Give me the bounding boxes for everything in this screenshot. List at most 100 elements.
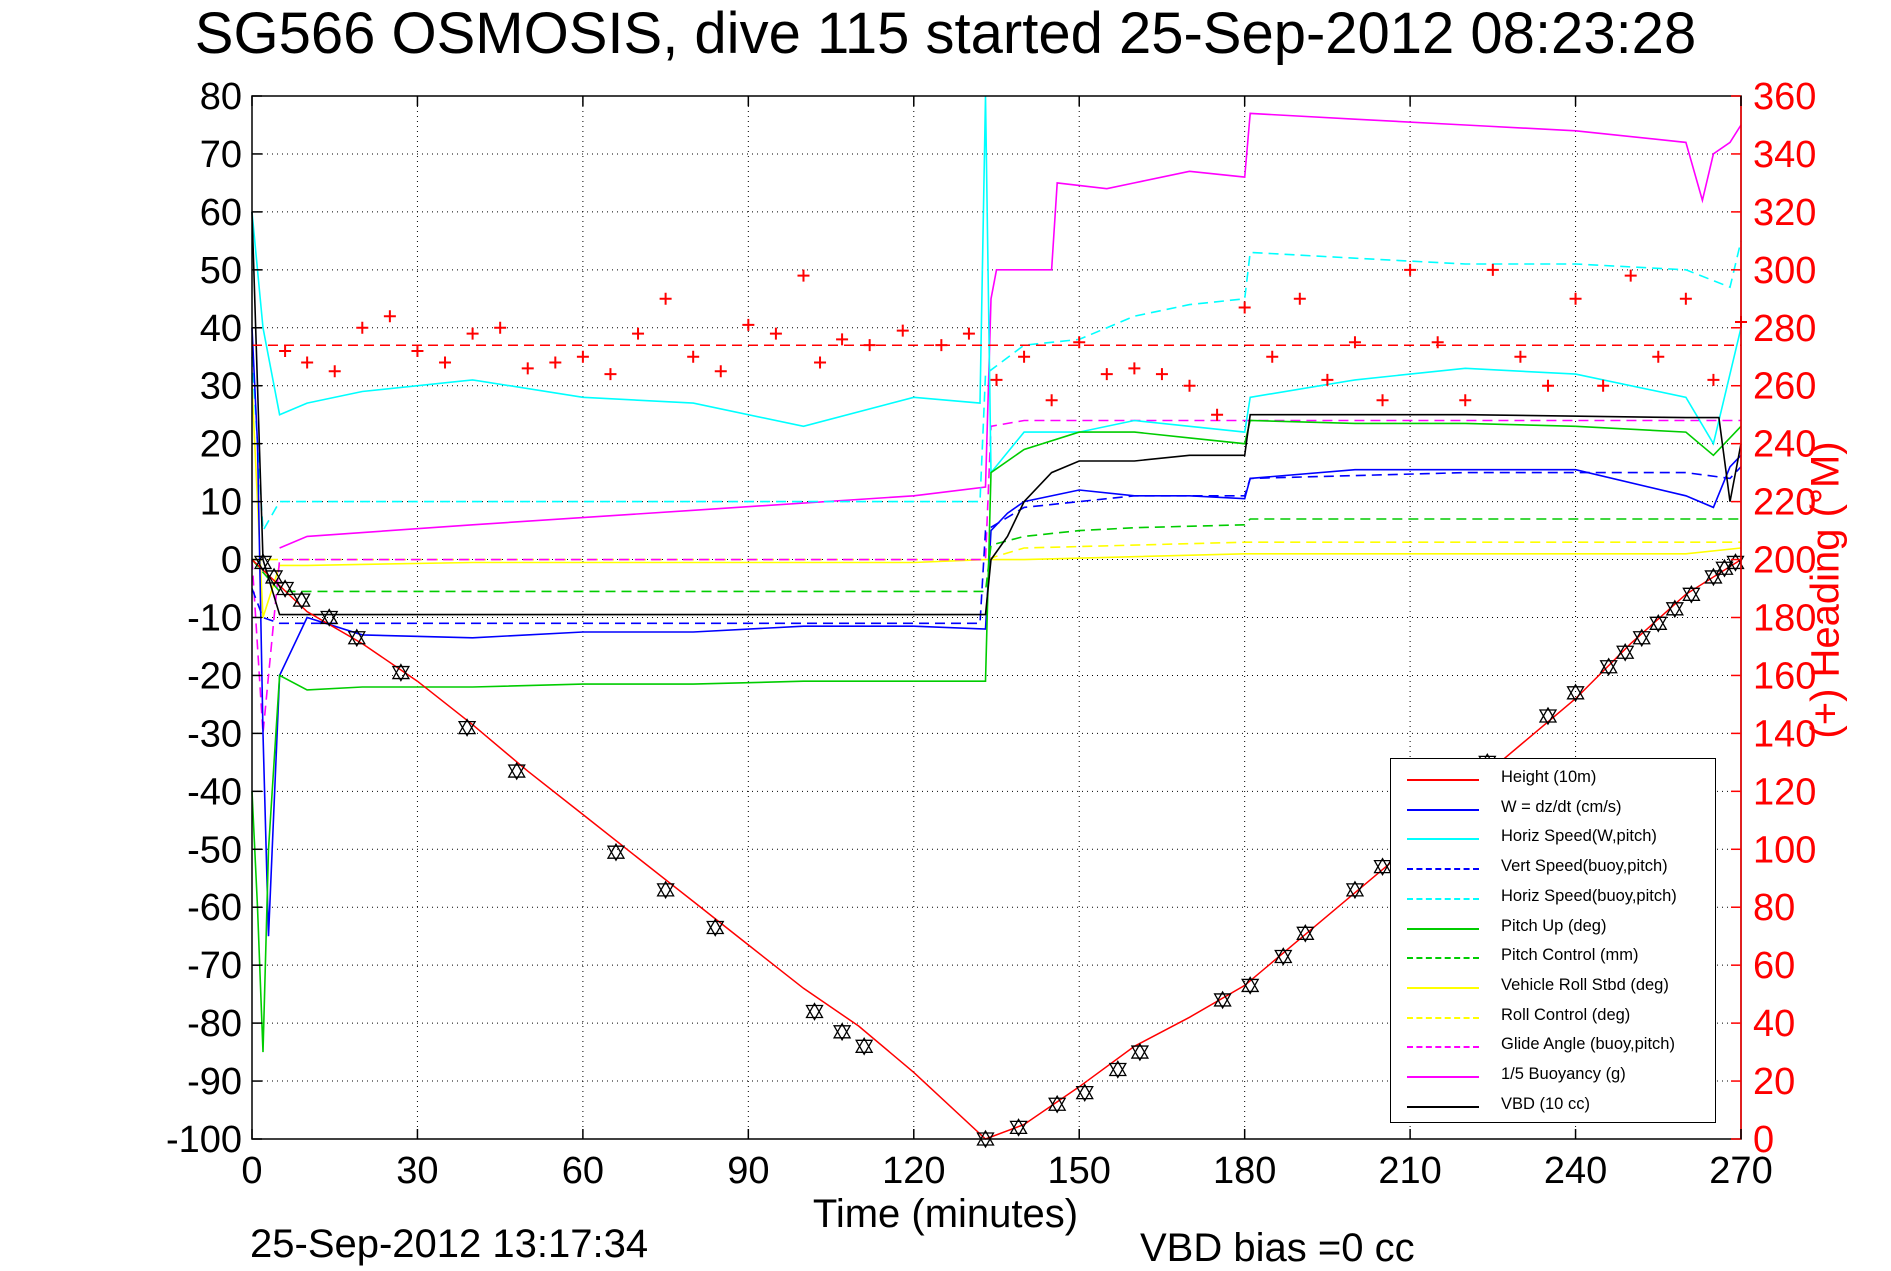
event-marker-down bbox=[264, 570, 284, 587]
event-marker-up bbox=[656, 880, 675, 897]
legend-label: Vehicle Roll Stbd (deg) bbox=[1501, 975, 1669, 994]
heading-point bbox=[1376, 394, 1389, 407]
event-marker-up bbox=[805, 1002, 824, 1019]
heading-point bbox=[1045, 394, 1058, 407]
event-marker-down bbox=[976, 1132, 995, 1149]
event-marker-up bbox=[347, 628, 366, 645]
event-marker-down bbox=[1296, 926, 1315, 943]
heading-point bbox=[659, 292, 672, 305]
event-marker-up bbox=[855, 1036, 874, 1053]
legend-label: Height (10m) bbox=[1501, 768, 1597, 786]
heading-point bbox=[1514, 350, 1527, 363]
event-marker-up bbox=[1704, 567, 1723, 584]
y2-tick-label: 120 bbox=[1753, 771, 1816, 813]
heading-point bbox=[896, 324, 909, 337]
legend-item: Vehicle Roll Stbd (deg) bbox=[1391, 973, 1715, 1003]
y2-tick-label: 80 bbox=[1753, 887, 1795, 929]
heading-point bbox=[1321, 373, 1334, 386]
event-marker-up bbox=[253, 553, 273, 570]
x-tick-label: 120 bbox=[882, 1150, 945, 1192]
event-marker-down bbox=[1009, 1120, 1028, 1137]
x-axis-ticks: 0 30 60 90 120 150 180 210 240 270 bbox=[241, 96, 1773, 1192]
heading-point bbox=[1624, 269, 1637, 282]
event-marker-down bbox=[1213, 993, 1232, 1010]
series-heading bbox=[279, 263, 1747, 421]
legend-label: Glide Angle (buoy,pitch) bbox=[1501, 1035, 1675, 1054]
legend-label: Pitch Up (deg) bbox=[1501, 916, 1607, 935]
event-marker-down bbox=[656, 883, 675, 900]
heading-point bbox=[328, 365, 341, 378]
event-marker-up bbox=[1373, 857, 1392, 874]
event-marker-up bbox=[1665, 599, 1684, 616]
heading-point bbox=[1100, 368, 1113, 381]
y-tick-label: 40 bbox=[200, 308, 242, 350]
y-tick-label: -80 bbox=[187, 1003, 242, 1045]
y-tick-label: -60 bbox=[187, 887, 242, 929]
legend-item: Roll Control (deg) bbox=[1391, 1003, 1715, 1033]
heading-point bbox=[632, 327, 645, 340]
y2-tick-label: 40 bbox=[1753, 1003, 1795, 1045]
series-glide-angle-buoy-pitch bbox=[251, 419, 1741, 734]
legend-swatch bbox=[1407, 868, 1479, 871]
event-marker-down bbox=[1682, 587, 1701, 604]
event-marker-up bbox=[1075, 1083, 1094, 1100]
y-tick-label: 70 bbox=[200, 134, 242, 176]
heading-point bbox=[1238, 301, 1251, 314]
heading-point bbox=[1293, 292, 1306, 305]
event-marker-down bbox=[1726, 555, 1745, 572]
event-marker-up bbox=[1616, 642, 1635, 659]
heading-point bbox=[1459, 394, 1472, 407]
event-marker-up bbox=[275, 579, 295, 596]
event-marker-down bbox=[1649, 616, 1668, 633]
legend-swatch bbox=[1407, 1076, 1479, 1078]
event-marker-down bbox=[1632, 631, 1651, 648]
event-marker-up bbox=[1009, 1118, 1028, 1135]
heading-point bbox=[301, 356, 314, 369]
series-vbd-10-cc bbox=[251, 211, 1742, 616]
y-tick-label: 0 bbox=[221, 540, 242, 582]
legend-label: Roll Control (deg) bbox=[1501, 1005, 1631, 1024]
heading-point bbox=[814, 356, 827, 369]
legend-item: Horiz Speed(buoy,pitch) bbox=[1391, 884, 1715, 914]
x-tick-label: 30 bbox=[396, 1150, 438, 1192]
event-marker-down bbox=[832, 1025, 852, 1042]
legend-swatch bbox=[1407, 1016, 1479, 1019]
event-marker-up bbox=[1538, 706, 1558, 723]
event-marker-down bbox=[1130, 1045, 1150, 1062]
event-marker-down bbox=[1241, 978, 1260, 995]
x-tick-label: 60 bbox=[562, 1150, 604, 1192]
heading-point bbox=[1404, 263, 1417, 276]
x-tick-label: 240 bbox=[1544, 1150, 1607, 1192]
footer-timestamp: 25-Sep-2012 13:17:34 bbox=[250, 1222, 649, 1266]
legend-swatch bbox=[1407, 897, 1479, 900]
heading-point bbox=[1679, 292, 1692, 305]
legend-item: Vert Speed(buoy,pitch) bbox=[1391, 854, 1715, 884]
series-1-5-buoyancy-g bbox=[279, 112, 1742, 549]
y-tick-label: -50 bbox=[187, 829, 242, 871]
y-tick-label: -100 bbox=[166, 1119, 242, 1161]
legend-label: Vert Speed(buoy,pitch) bbox=[1501, 857, 1668, 876]
event-marker-down bbox=[275, 581, 295, 598]
event-marker-up bbox=[976, 1129, 995, 1146]
event-marker-up bbox=[391, 663, 411, 680]
event-marker-up bbox=[1274, 947, 1293, 964]
event-marker-up bbox=[1566, 683, 1585, 700]
heading-point bbox=[279, 344, 292, 357]
legend-item: W = dz/dt (cm/s) bbox=[1391, 795, 1715, 825]
left-axis-ticks: 80 70 60 50 40 30 20 10 0 -10 -20 -30 -40 -50 -60 -70 -8… bbox=[166, 76, 262, 1161]
event-marker-up bbox=[1599, 657, 1618, 674]
x-tick-label: 150 bbox=[1048, 1150, 1111, 1192]
heading-point bbox=[604, 368, 617, 381]
event-marker-down bbox=[855, 1039, 874, 1056]
y2-tick-label: 300 bbox=[1753, 250, 1816, 292]
legend-swatch bbox=[1407, 927, 1479, 930]
legend-label: 1/5 Buoyancy (g) bbox=[1501, 1065, 1626, 1083]
y2-tick-label: 280 bbox=[1753, 308, 1816, 350]
heading-point bbox=[356, 321, 369, 334]
event-marker-down bbox=[1048, 1097, 1067, 1114]
event-marker-up bbox=[507, 761, 526, 778]
event-marker-down bbox=[457, 720, 477, 737]
event-marker-down bbox=[1373, 860, 1392, 876]
x-tick-label: 210 bbox=[1378, 1150, 1441, 1192]
y2-tick-label: 160 bbox=[1753, 655, 1816, 697]
